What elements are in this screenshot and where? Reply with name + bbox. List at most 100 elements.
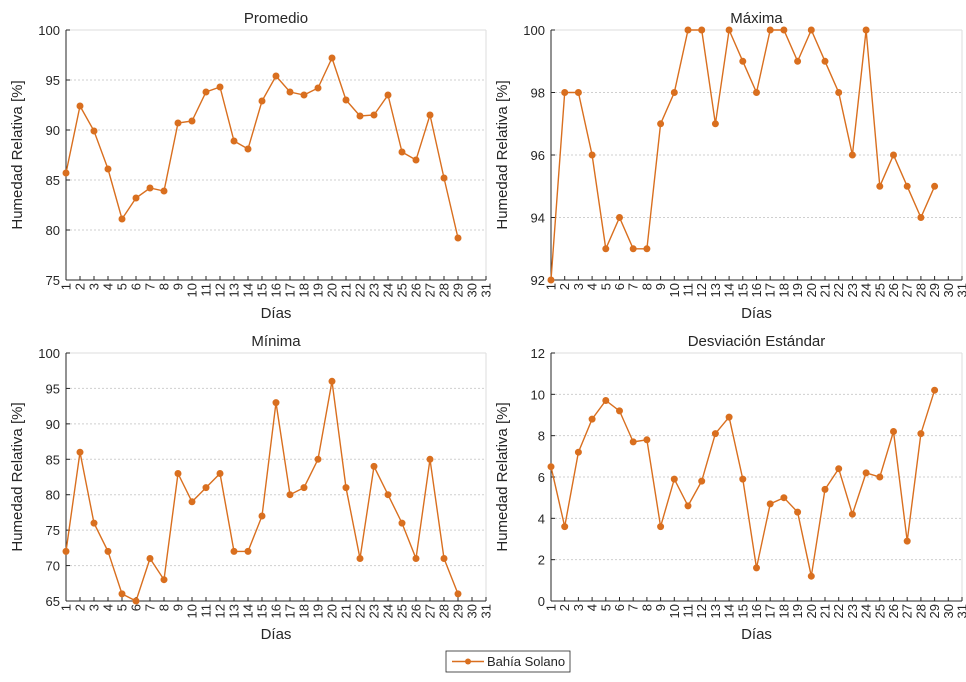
- data-point: [455, 591, 461, 597]
- x-tick-label: 13: [227, 283, 242, 297]
- x-tick-label: 30: [465, 283, 480, 297]
- x-tick-label: 23: [367, 283, 382, 297]
- data-point: [548, 277, 554, 283]
- x-tick-label: 6: [129, 283, 144, 290]
- data-point: [231, 548, 237, 554]
- x-tick-label: 3: [87, 283, 102, 290]
- data-point: [441, 175, 447, 181]
- x-tick-label: 1: [59, 604, 74, 611]
- x-tick-label: 18: [297, 283, 312, 297]
- subplot-title: Mínima: [251, 333, 301, 350]
- data-point: [575, 449, 581, 455]
- series-line: [551, 390, 935, 576]
- data-point: [767, 501, 773, 507]
- x-tick-label: 31: [479, 604, 494, 618]
- legend-label: Bahía Solano: [487, 654, 565, 669]
- data-point: [105, 166, 111, 172]
- x-tick-label: 25: [395, 604, 410, 618]
- x-axis-label: Días: [741, 305, 772, 322]
- data-point: [329, 55, 335, 61]
- subplot-2: 9294969810012345678910111213141516171819…: [494, 10, 966, 322]
- x-tick-label: 5: [115, 604, 130, 611]
- x-tick-label: 17: [283, 604, 298, 618]
- x-tick-label: 28: [437, 604, 452, 618]
- data-point: [630, 246, 636, 252]
- y-tick-label: 80: [46, 488, 60, 503]
- data-point: [343, 97, 349, 103]
- y-tick-label: 2: [538, 553, 545, 568]
- legend: Bahía Solano: [446, 651, 570, 672]
- data-point: [562, 90, 568, 96]
- subplot-title: Desviación Estándar: [688, 333, 826, 350]
- y-tick-label: 4: [538, 511, 545, 526]
- data-point: [891, 152, 897, 158]
- data-point: [699, 27, 705, 33]
- data-point: [203, 89, 209, 95]
- data-point: [685, 27, 691, 33]
- x-tick-label: 29: [451, 604, 466, 618]
- data-point: [754, 90, 760, 96]
- data-point: [918, 431, 924, 437]
- x-tick-label: 11: [199, 283, 214, 297]
- data-point: [133, 195, 139, 201]
- x-tick-label: 26: [409, 283, 424, 297]
- y-tick-label: 90: [46, 417, 60, 432]
- data-point: [891, 429, 897, 435]
- data-point: [877, 474, 883, 480]
- data-point: [767, 27, 773, 33]
- x-tick-label: 13: [227, 604, 242, 618]
- data-point: [217, 471, 223, 477]
- data-point: [726, 414, 732, 420]
- x-tick-label: 21: [339, 283, 354, 297]
- y-tick-label: 96: [531, 148, 545, 163]
- y-tick-label: 98: [531, 86, 545, 101]
- y-tick-label: 75: [46, 523, 60, 538]
- data-point: [399, 520, 405, 526]
- data-point: [133, 598, 139, 604]
- data-point: [161, 577, 167, 583]
- y-tick-label: 8: [538, 429, 545, 444]
- x-tick-label: 30: [465, 604, 480, 618]
- data-point: [863, 27, 869, 33]
- x-tick-label: 15: [255, 283, 270, 297]
- data-point: [712, 431, 718, 437]
- data-point: [259, 98, 265, 104]
- data-point: [371, 112, 377, 118]
- data-point: [273, 73, 279, 79]
- data-point: [413, 556, 419, 562]
- data-point: [427, 112, 433, 118]
- x-tick-label: 29: [451, 283, 466, 297]
- x-tick-label: 4: [101, 283, 116, 290]
- y-tick-label: 10: [531, 387, 545, 402]
- data-point: [245, 146, 251, 152]
- y-tick-label: 80: [46, 223, 60, 238]
- data-point: [918, 215, 924, 221]
- y-tick-label: 100: [38, 23, 60, 38]
- data-point: [147, 185, 153, 191]
- data-point: [795, 58, 801, 64]
- data-point: [77, 103, 83, 109]
- x-tick-label: 19: [311, 604, 326, 618]
- x-tick-label: 27: [423, 283, 438, 297]
- data-point: [427, 456, 433, 462]
- x-tick-label: 15: [255, 604, 270, 618]
- y-axis-label: Humedad Relativa [%]: [494, 80, 511, 229]
- data-point: [603, 246, 609, 252]
- x-tick-label: 20: [325, 604, 340, 618]
- data-point: [301, 485, 307, 491]
- x-tick-label: 7: [143, 283, 158, 290]
- data-point: [385, 492, 391, 498]
- data-point: [371, 463, 377, 469]
- data-point: [754, 565, 760, 571]
- data-point: [589, 416, 595, 422]
- y-tick-label: 12: [531, 346, 545, 361]
- x-tick-label: 24: [381, 283, 396, 297]
- x-tick-label: 11: [199, 604, 214, 618]
- data-point: [603, 398, 609, 404]
- y-tick-label: 70: [46, 559, 60, 574]
- data-point: [217, 84, 223, 90]
- data-point: [781, 27, 787, 33]
- data-point: [644, 437, 650, 443]
- x-tick-label: 17: [283, 283, 298, 297]
